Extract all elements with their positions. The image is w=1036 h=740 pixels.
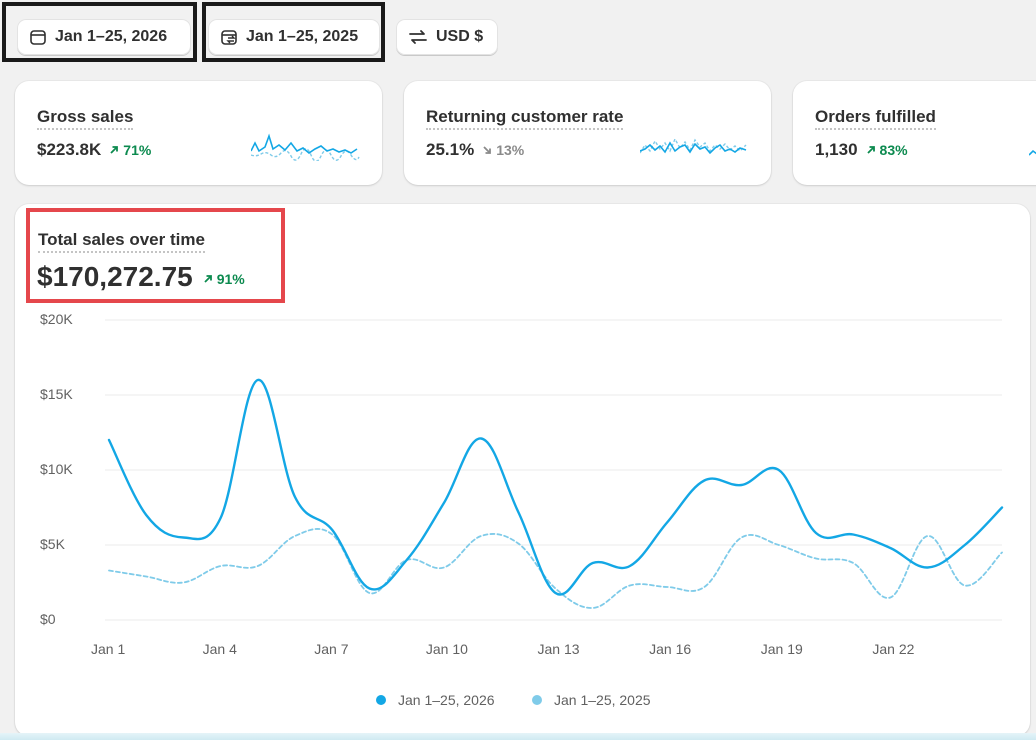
x-tick-label: Jan 4 bbox=[202, 641, 237, 657]
chart-delta: 91% bbox=[203, 271, 245, 287]
arrow-up-right-icon bbox=[866, 146, 875, 154]
metric-card-gross-sales[interactable]: Gross sales $223.8K 71% bbox=[15, 81, 382, 185]
chart-total-value: $170,272.75 bbox=[37, 261, 193, 292]
date-range-label: Jan 1–25, 2026 bbox=[55, 28, 168, 45]
metric-value: 25.1% bbox=[426, 140, 475, 159]
date-range-button[interactable]: Jan 1–25, 2026 bbox=[17, 19, 191, 55]
legend-label-primary[interactable]: Jan 1–25, 2026 bbox=[398, 692, 495, 708]
metric-value: $223.8K bbox=[37, 140, 102, 159]
metric-delta: 13% bbox=[482, 142, 524, 158]
x-tick-label: Jan 7 bbox=[314, 641, 349, 657]
metric-delta-value: 71% bbox=[123, 142, 152, 158]
y-tick-label: $20K bbox=[40, 311, 73, 327]
x-tick-label: Jan 22 bbox=[872, 641, 915, 657]
chart-summary-highlight bbox=[26, 208, 285, 303]
bottom-strip bbox=[0, 733, 1036, 740]
calendar-compare-icon bbox=[221, 30, 237, 45]
filter-toolbar: Jan 1–25, 2026 Jan 1–25, 2025 USD $ bbox=[0, 0, 1036, 66]
arrow-up-right-icon bbox=[204, 275, 212, 283]
metric-delta-value: 83% bbox=[879, 142, 908, 158]
y-tick-label: $10K bbox=[40, 461, 73, 477]
sparkline bbox=[640, 137, 747, 155]
x-tick-label: Jan 10 bbox=[425, 641, 468, 657]
chart-legend-comparison: Jan 1–25, 2025 bbox=[532, 692, 651, 708]
x-tick-label: Jan 13 bbox=[537, 641, 580, 657]
swap-arrows-icon bbox=[409, 30, 427, 44]
compare-range-label: Jan 1–25, 2025 bbox=[246, 28, 359, 45]
metric-delta: 83% bbox=[866, 142, 908, 158]
chart-delta-value: 91% bbox=[216, 271, 245, 287]
legend-dot-primary bbox=[376, 695, 386, 705]
metric-title: Returning customer rate bbox=[426, 107, 624, 130]
metric-title: Orders fulfilled bbox=[815, 107, 936, 130]
arrow-down-right-icon bbox=[483, 146, 492, 154]
chart-title[interactable]: Total sales over time bbox=[38, 230, 205, 253]
x-tick-label: Jan 16 bbox=[649, 641, 692, 657]
y-tick-label: $0 bbox=[40, 611, 56, 627]
legend-dot-comparison bbox=[532, 695, 542, 705]
y-tick-label: $15K bbox=[40, 386, 73, 402]
calendar-icon bbox=[30, 30, 46, 45]
metric-value-row: 1,130 83% bbox=[815, 140, 908, 160]
legend-label-comparison[interactable]: Jan 1–25, 2025 bbox=[554, 692, 651, 708]
x-tick-label: Jan 1 bbox=[91, 641, 126, 657]
chart-legend: Jan 1–25, 2026 bbox=[376, 692, 495, 708]
currency-button[interactable]: USD $ bbox=[396, 19, 498, 55]
metric-delta-value: 13% bbox=[496, 142, 525, 158]
metric-title: Gross sales bbox=[37, 107, 134, 130]
metric-delta: 71% bbox=[109, 142, 151, 158]
currency-label: USD $ bbox=[436, 28, 484, 45]
compare-range-button[interactable]: Jan 1–25, 2025 bbox=[208, 19, 380, 55]
metric-value: 1,130 bbox=[815, 140, 858, 159]
metric-card-returning-customer-rate[interactable]: Returning customer rate 25.1% 13% bbox=[404, 81, 771, 185]
metric-value-row: 25.1% 13% bbox=[426, 140, 524, 160]
sparkline bbox=[251, 133, 360, 161]
y-tick-label: $5K bbox=[40, 536, 65, 552]
date-range-highlight bbox=[2, 2, 197, 62]
chart-total-row: $170,272.75 91% bbox=[37, 261, 245, 293]
compare-range-highlight bbox=[202, 2, 385, 62]
sparkline bbox=[1029, 149, 1036, 156]
arrow-up-right-icon bbox=[110, 146, 119, 154]
metric-card-orders-fulfilled[interactable]: Orders fulfilled 1,130 83% bbox=[793, 81, 1036, 185]
x-tick-label: Jan 19 bbox=[760, 641, 803, 657]
metric-value-row: $223.8K 71% bbox=[37, 140, 151, 160]
